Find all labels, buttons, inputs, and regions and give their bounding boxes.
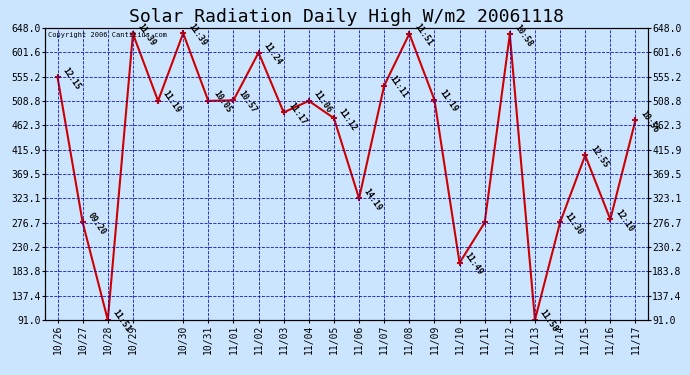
Text: 10:05: 10:05 xyxy=(211,89,233,115)
Text: 11:51: 11:51 xyxy=(111,308,132,334)
Text: 12:10: 12:10 xyxy=(613,208,635,233)
Text: 12:55: 12:55 xyxy=(588,144,610,170)
Text: 09:20: 09:20 xyxy=(86,211,108,237)
Text: 10:56: 10:56 xyxy=(638,109,660,134)
Text: 11:11: 11:11 xyxy=(387,74,409,100)
Title: Solar Radiation Daily High W/m2 20061118: Solar Radiation Daily High W/m2 20061118 xyxy=(129,9,564,27)
Text: 11:12: 11:12 xyxy=(337,106,359,132)
Text: Copyright 2006 Cantilius.com: Copyright 2006 Cantilius.com xyxy=(48,32,167,38)
Text: 11:39: 11:39 xyxy=(136,22,157,48)
Text: 12:15: 12:15 xyxy=(61,66,82,92)
Text: 14:19: 14:19 xyxy=(362,187,384,212)
Text: 11:19: 11:19 xyxy=(161,89,183,115)
Text: 11:49: 11:49 xyxy=(462,251,484,277)
Text: 11:19: 11:19 xyxy=(437,88,459,114)
Text: 11:30: 11:30 xyxy=(563,211,585,237)
Text: 11:06: 11:06 xyxy=(312,89,333,115)
Text: 10:57: 10:57 xyxy=(237,89,258,114)
Text: 11:39: 11:39 xyxy=(186,22,208,47)
Text: 11:58: 11:58 xyxy=(538,308,560,334)
Text: 11:24: 11:24 xyxy=(262,41,284,67)
Text: 10:58: 10:58 xyxy=(513,23,535,48)
Text: 11:51: 11:51 xyxy=(413,22,434,48)
Text: 11:17: 11:17 xyxy=(287,101,308,126)
